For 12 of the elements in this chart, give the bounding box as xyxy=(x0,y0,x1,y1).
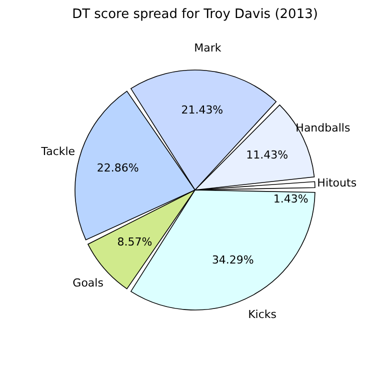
data-label: 21.43% xyxy=(181,103,224,116)
data-label: 34.29% xyxy=(212,253,254,266)
chart-title: DT score spread for Troy Davis (2013) xyxy=(72,7,318,22)
data-label: 11.43% xyxy=(246,148,288,162)
slice-label: Goals xyxy=(72,276,104,290)
slice-label: Tackle xyxy=(40,145,76,158)
slice-label: Hitouts xyxy=(317,176,357,190)
slice-label: Mark xyxy=(194,42,222,55)
data-label: 8.57% xyxy=(117,236,152,249)
slice-label: Kicks xyxy=(248,308,277,322)
data-label: 1.43% xyxy=(273,192,308,206)
data-label: 22.86% xyxy=(96,162,139,175)
